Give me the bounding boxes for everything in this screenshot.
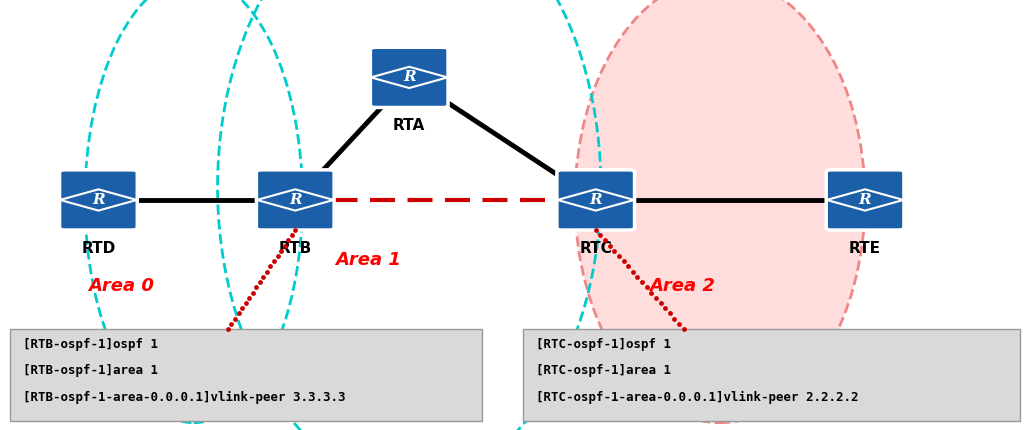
FancyBboxPatch shape (10, 329, 482, 421)
Point (601, 242, 617, 249)
Point (272, 247, 289, 254)
Point (629, 273, 645, 280)
Point (280, 237, 296, 244)
Text: [RTC-ospf-1-area-0.0.0.1]vlink-peer 2.2.2.2: [RTC-ospf-1-area-0.0.0.1]vlink-peer 2.2.… (536, 390, 858, 404)
Text: RTB: RTB (279, 241, 312, 256)
Point (638, 284, 655, 291)
Point (277, 242, 293, 249)
FancyBboxPatch shape (523, 329, 1020, 421)
FancyBboxPatch shape (371, 47, 449, 108)
Point (666, 315, 683, 322)
Point (248, 284, 264, 291)
Ellipse shape (575, 0, 865, 423)
Text: [RTB-ospf-1-area-0.0.0.1]vlink-peer 3.3.3.3: [RTB-ospf-1-area-0.0.0.1]vlink-peer 3.3.… (23, 390, 345, 404)
Point (662, 310, 679, 317)
Text: R: R (289, 193, 301, 207)
Point (223, 320, 239, 327)
Point (265, 258, 282, 265)
Point (606, 247, 623, 254)
Text: R: R (589, 193, 602, 207)
Point (610, 253, 627, 260)
Point (237, 299, 254, 306)
Text: R: R (92, 193, 105, 207)
Point (262, 263, 279, 270)
Text: Area 0: Area 0 (88, 277, 154, 295)
Text: R: R (859, 193, 871, 207)
FancyBboxPatch shape (827, 170, 903, 230)
Text: RTA: RTA (393, 118, 426, 133)
Point (675, 326, 692, 332)
Point (615, 258, 632, 265)
Point (220, 326, 236, 332)
Point (643, 289, 660, 296)
Point (653, 299, 669, 306)
Text: [RTB-ospf-1]ospf 1: [RTB-ospf-1]ospf 1 (23, 338, 157, 350)
Text: [RTC-ospf-1]ospf 1: [RTC-ospf-1]ospf 1 (536, 338, 670, 350)
Point (227, 315, 243, 322)
Point (234, 305, 251, 312)
Point (287, 227, 304, 233)
Point (269, 253, 286, 260)
Text: R: R (403, 71, 415, 84)
Point (648, 294, 664, 301)
Text: Area 1: Area 1 (335, 251, 401, 269)
Point (671, 320, 688, 327)
Point (597, 237, 613, 244)
Text: RTC: RTC (579, 241, 612, 256)
Text: [RTC-ospf-1]area 1: [RTC-ospf-1]area 1 (536, 364, 670, 377)
Text: [RTB-ospf-1]area 1: [RTB-ospf-1]area 1 (23, 364, 157, 377)
Point (592, 232, 608, 239)
Point (634, 279, 651, 286)
Point (241, 294, 258, 301)
Point (230, 310, 247, 317)
Point (284, 232, 300, 239)
Point (255, 273, 271, 280)
Point (259, 268, 276, 275)
Text: RTD: RTD (81, 241, 116, 256)
FancyBboxPatch shape (256, 170, 334, 230)
Text: RTE: RTE (850, 241, 881, 256)
Point (657, 305, 673, 312)
Point (252, 279, 268, 286)
Text: Area 2: Area 2 (649, 277, 715, 295)
FancyBboxPatch shape (557, 170, 634, 230)
FancyBboxPatch shape (60, 170, 137, 230)
Point (620, 263, 636, 270)
Point (244, 289, 261, 296)
Point (625, 268, 641, 275)
Point (587, 227, 604, 233)
